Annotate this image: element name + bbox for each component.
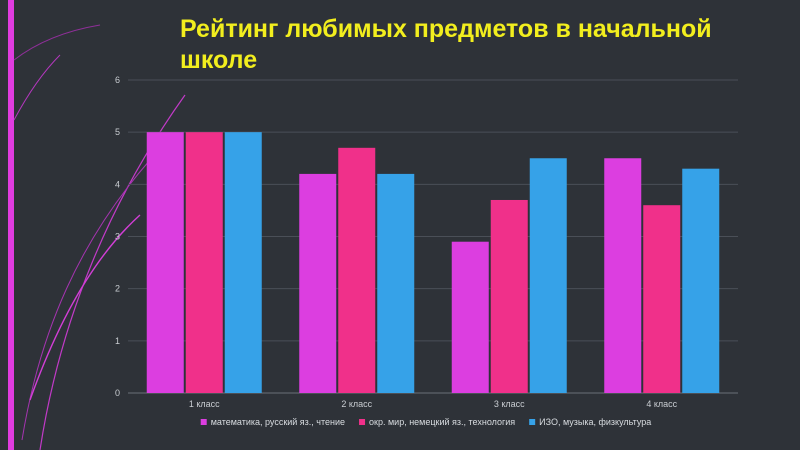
bar [377,173,415,393]
bar [643,205,681,393]
bar [682,168,720,393]
bar [338,147,376,393]
slide-title: Рейтинг любимых предметов в начальной шк… [180,15,712,74]
legend-swatch [529,419,536,425]
y-tick-label: 6 [115,75,120,85]
y-tick-label: 4 [115,179,120,189]
y-tick-label: 2 [115,284,120,294]
legend-swatch [200,419,207,425]
x-tick-label: 3 класс [494,399,525,409]
legend-label: математика, русский яз., чтение [211,417,345,427]
bar [185,132,223,393]
y-tick-label: 5 [115,127,120,137]
legend-swatch [359,419,366,425]
y-tick-label: 1 [115,336,120,346]
legend-label: ИЗО, музыка, физкультура [539,417,651,427]
bar [224,132,262,393]
bar [451,241,489,393]
bars-layer [146,132,720,393]
y-tick-label: 3 [115,232,120,242]
x-tick-label: 2 класс [341,399,372,409]
bar [490,199,528,393]
x-tick-label: 1 класс [189,399,220,409]
decor-line [29,214,141,401]
legend: математика, русский яз., чтение окр. мир,… [200,417,651,427]
decor-line [13,24,101,61]
y-tick-label: 0 [115,388,120,398]
bar [299,173,337,393]
bar [604,158,642,393]
bar [146,132,184,393]
x-tick-label: 4 класс [646,399,677,409]
y-axis: 0 1 2 3 4 5 6 [115,75,120,398]
accent-bar [8,0,14,450]
x-axis: 1 класс 2 класс 3 класс 4 класс [189,399,678,409]
legend-label: окр. мир, немецкий яз., технология [369,417,515,427]
bar [529,158,567,393]
decor-line [13,54,61,121]
